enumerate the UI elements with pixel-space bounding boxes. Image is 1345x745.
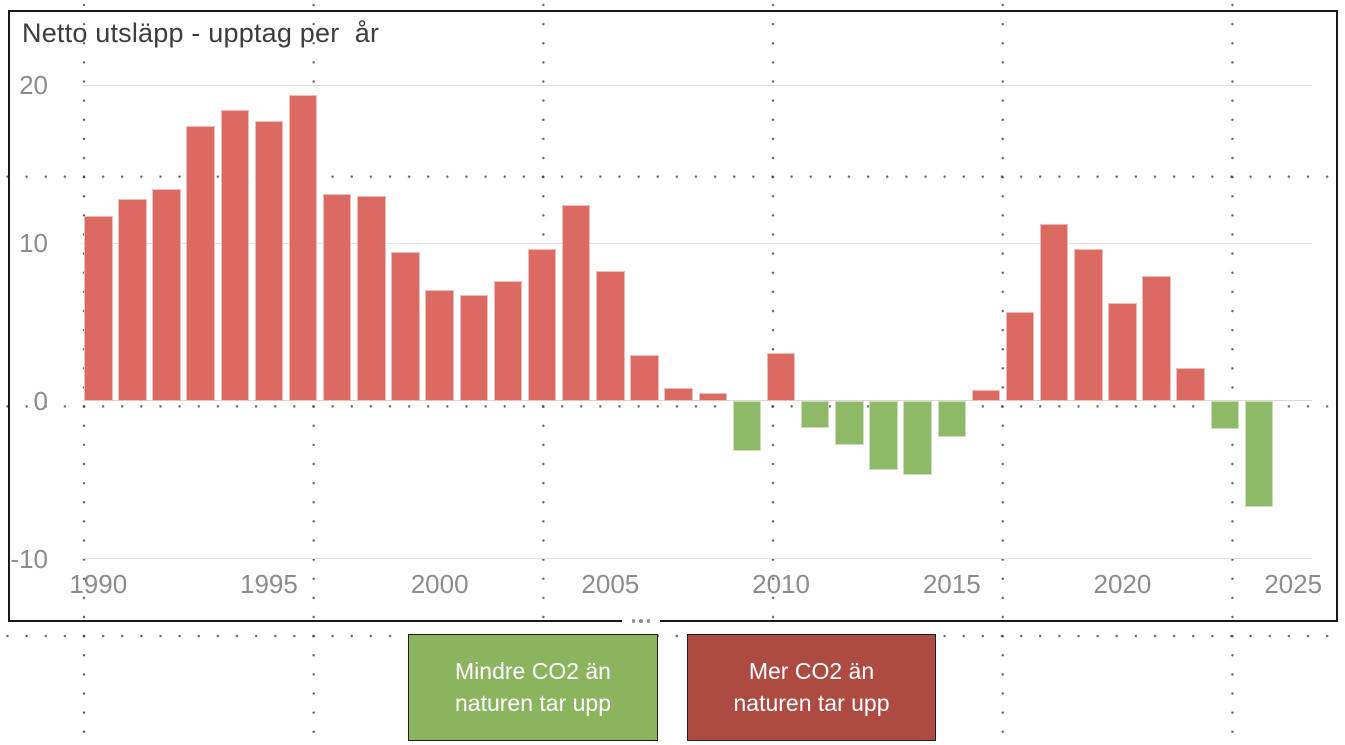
bar-1991[interactable] (118, 198, 147, 401)
bar-2011[interactable] (800, 400, 830, 428)
bar-2013[interactable] (869, 400, 898, 471)
bar-2001[interactable] (459, 295, 489, 401)
bar-2014[interactable] (903, 400, 932, 475)
more-options-handle[interactable] (622, 615, 660, 627)
ellipsis-dot (631, 619, 636, 623)
bar-2024[interactable] (1244, 400, 1274, 507)
bar-2020[interactable] (1108, 302, 1137, 401)
bar-2010[interactable] (766, 353, 796, 401)
bar-1993[interactable] (186, 126, 215, 401)
ellipsis-dot (646, 619, 651, 623)
bar-2017[interactable] (1005, 312, 1035, 401)
legend-positive-button[interactable]: Mer CO2 än naturen tar upp (687, 634, 936, 741)
bar-1998[interactable] (357, 195, 386, 401)
bar-1994[interactable] (220, 110, 250, 401)
bar-2012[interactable] (835, 400, 864, 445)
bar-2015[interactable] (937, 400, 966, 438)
bar-2004[interactable] (561, 205, 591, 401)
bar-2019[interactable] (1074, 249, 1103, 401)
bar-2003[interactable] (527, 249, 557, 401)
bar-2016[interactable] (971, 389, 1001, 401)
bar-1997[interactable] (322, 194, 352, 401)
bar-2006[interactable] (630, 355, 659, 401)
legend-negative-button[interactable]: Mindre CO2 än naturen tar upp (408, 634, 658, 741)
legend-negative-label: Mindre CO2 än naturen tar upp (454, 658, 611, 716)
bar-1992[interactable] (152, 189, 181, 401)
bar-2007[interactable] (664, 388, 693, 401)
bar-2002[interactable] (493, 280, 523, 401)
bar-1995[interactable] (254, 121, 284, 401)
bar-2023[interactable] (1210, 400, 1240, 430)
bar-2009[interactable] (732, 400, 762, 452)
bar-2008[interactable] (698, 392, 728, 401)
bar-2022[interactable] (1176, 367, 1205, 401)
bar-2000[interactable] (425, 290, 454, 401)
bar-1990[interactable] (84, 216, 113, 401)
ellipsis-dot (639, 619, 643, 623)
legend-positive-label: Mer CO2 än naturen tar upp (733, 658, 890, 716)
bar-1999[interactable] (391, 252, 420, 401)
bar-1996[interactable] (288, 94, 318, 401)
bar-2018[interactable] (1039, 224, 1069, 401)
bar-2005[interactable] (596, 271, 625, 401)
bar-2021[interactable] (1142, 276, 1171, 401)
